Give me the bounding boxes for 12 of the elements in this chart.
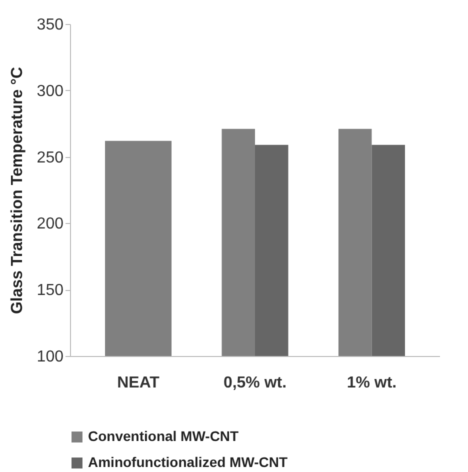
- y-tick-label: 250: [36, 149, 64, 166]
- x-tick-label: 0,5% wt.: [223, 374, 287, 392]
- y-tick-label: 100: [36, 348, 64, 366]
- y-axis-title: Glass Transition Temperature °C: [8, 66, 26, 314]
- y-tick-label: 300: [36, 82, 64, 100]
- x-tick-label: NEAT: [117, 374, 160, 392]
- legend-label: Conventional MW-CNT: [88, 428, 240, 444]
- y-tick-label: 200: [36, 216, 64, 233]
- y-tick-label: 350: [36, 16, 64, 34]
- x-tick-label: 1% wt.: [346, 374, 397, 392]
- legend-label: Aminofunctionalized MW-CNT: [88, 454, 288, 470]
- y-tick-label: 150: [36, 282, 64, 300]
